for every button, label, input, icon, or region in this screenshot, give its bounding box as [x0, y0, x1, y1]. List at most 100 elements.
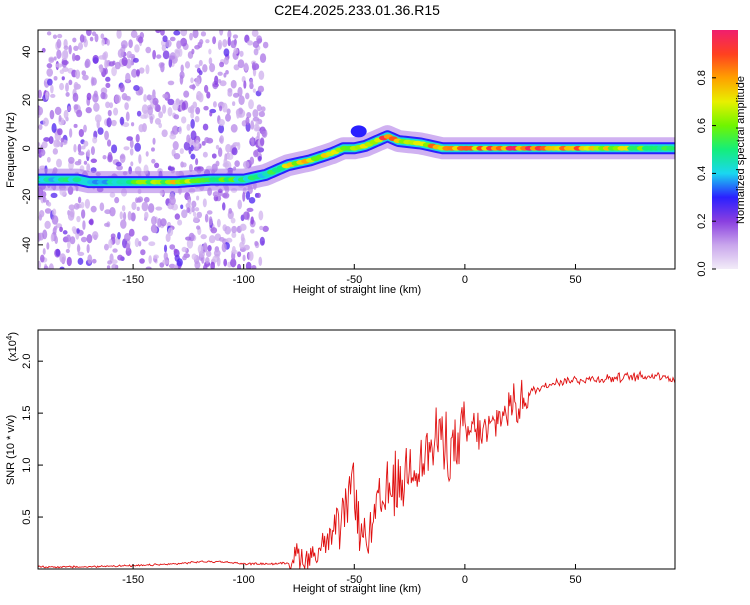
noise-speck: [141, 235, 149, 242]
noise-speck: [120, 219, 127, 229]
noise-speck: [155, 30, 161, 34]
noise-speck: [232, 34, 239, 39]
noise-speck: [198, 92, 204, 103]
noise-speck: [208, 57, 213, 65]
noise-speck: [236, 109, 240, 119]
noise-speck: [258, 70, 265, 81]
noise-speck: [208, 216, 213, 226]
noise-speck: [119, 83, 125, 93]
snr-y-tick-label: 2.0: [21, 354, 33, 369]
noise-speck: [72, 92, 79, 103]
noise-speck: [147, 106, 154, 116]
noise-speck: [202, 198, 207, 208]
noise-speck: [126, 136, 133, 141]
noise-speck: [256, 192, 261, 198]
noise-speck: [181, 162, 187, 168]
noise-speck: [114, 196, 120, 204]
noise-speck: [204, 137, 210, 144]
noise-speck: [176, 258, 183, 267]
noise-speck: [154, 162, 160, 169]
noise-speck: [65, 92, 70, 97]
noise-speck: [173, 114, 180, 120]
noise-speck: [179, 74, 184, 85]
noise-speck: [97, 127, 104, 135]
snr-x-tick-label: 0: [462, 574, 468, 586]
noise-speck: [119, 116, 125, 126]
noise-speck: [111, 263, 118, 269]
noise-speck: [223, 56, 229, 65]
noise-speck: [191, 206, 195, 213]
noise-speck: [59, 226, 63, 232]
noise-speck: [77, 257, 84, 265]
noise-speck: [56, 142, 62, 147]
noise-speck: [233, 64, 240, 71]
spectrogram-x-label: Height of straight line (km): [293, 284, 421, 296]
noise-speck: [250, 120, 255, 130]
noise-speck: [205, 39, 210, 44]
noise-speck: [232, 101, 236, 106]
noise-speck: [112, 248, 118, 253]
noise-speck: [42, 248, 46, 255]
noise-speck: [77, 143, 82, 153]
noise-speck: [208, 235, 216, 244]
spectrogram-y-tick-label: 0: [21, 145, 33, 151]
noise-speck: [46, 156, 51, 163]
noise-speck: [181, 209, 188, 219]
noise-speck: [215, 160, 220, 167]
noise-speck: [104, 67, 108, 75]
noise-speck: [111, 144, 118, 154]
noise-speck: [117, 254, 123, 261]
snr-x-tick-label: 50: [569, 574, 581, 586]
noise-speck: [248, 197, 256, 204]
noise-speck: [110, 233, 116, 239]
noise-speck: [162, 50, 170, 60]
snr-multiplier-base: (x10: [7, 340, 19, 361]
noise-speck: [223, 157, 228, 168]
snr-multiplier-exp: 4: [5, 335, 14, 340]
noise-speck: [117, 231, 121, 240]
spectrogram-y-tick-label: 20: [21, 94, 33, 106]
noise-speck: [232, 92, 240, 98]
noise-speck: [230, 258, 237, 268]
noise-speck: [187, 199, 192, 207]
noise-speck: [130, 161, 134, 167]
noise-speck: [73, 144, 77, 153]
noise-speck: [114, 94, 121, 104]
noise-speck: [209, 111, 213, 117]
noise-speck: [148, 255, 152, 264]
noise-speck: [222, 202, 226, 211]
noise-speck: [230, 40, 237, 49]
noise-speck: [107, 154, 113, 163]
noise-speck: [143, 94, 147, 103]
noise-speck: [38, 89, 42, 99]
noise-speck: [253, 48, 259, 56]
noise-speck: [216, 218, 221, 228]
colorbar-tick-label: 0.6: [696, 118, 708, 133]
noise-speck: [50, 93, 56, 98]
noise-speck: [59, 82, 65, 91]
snr-multiplier: (x104): [5, 332, 19, 362]
noise-speck: [52, 34, 58, 39]
noise-speck: [172, 141, 179, 151]
noise-speck: [119, 153, 126, 164]
noise-speck: [56, 49, 62, 60]
noise-speck: [252, 40, 260, 49]
noise-speck: [248, 99, 254, 110]
noise-speck: [131, 201, 137, 211]
noise-speck: [81, 209, 86, 219]
noise-speck: [109, 102, 114, 109]
noise-speck: [260, 106, 266, 112]
noise-speck: [250, 216, 254, 225]
noise-speck: [199, 39, 204, 45]
noise-speck: [53, 225, 58, 231]
noise-speck: [174, 213, 181, 220]
noise-speck: [226, 152, 234, 161]
snr-x-tick-label: -100: [233, 574, 255, 586]
noise-speck: [226, 108, 231, 115]
noise-speck: [213, 249, 221, 257]
noise-speck: [173, 264, 179, 269]
noise-speck: [201, 140, 206, 146]
noise-speck: [103, 243, 109, 251]
noise-speck: [106, 117, 112, 128]
noise-speck: [90, 146, 95, 156]
